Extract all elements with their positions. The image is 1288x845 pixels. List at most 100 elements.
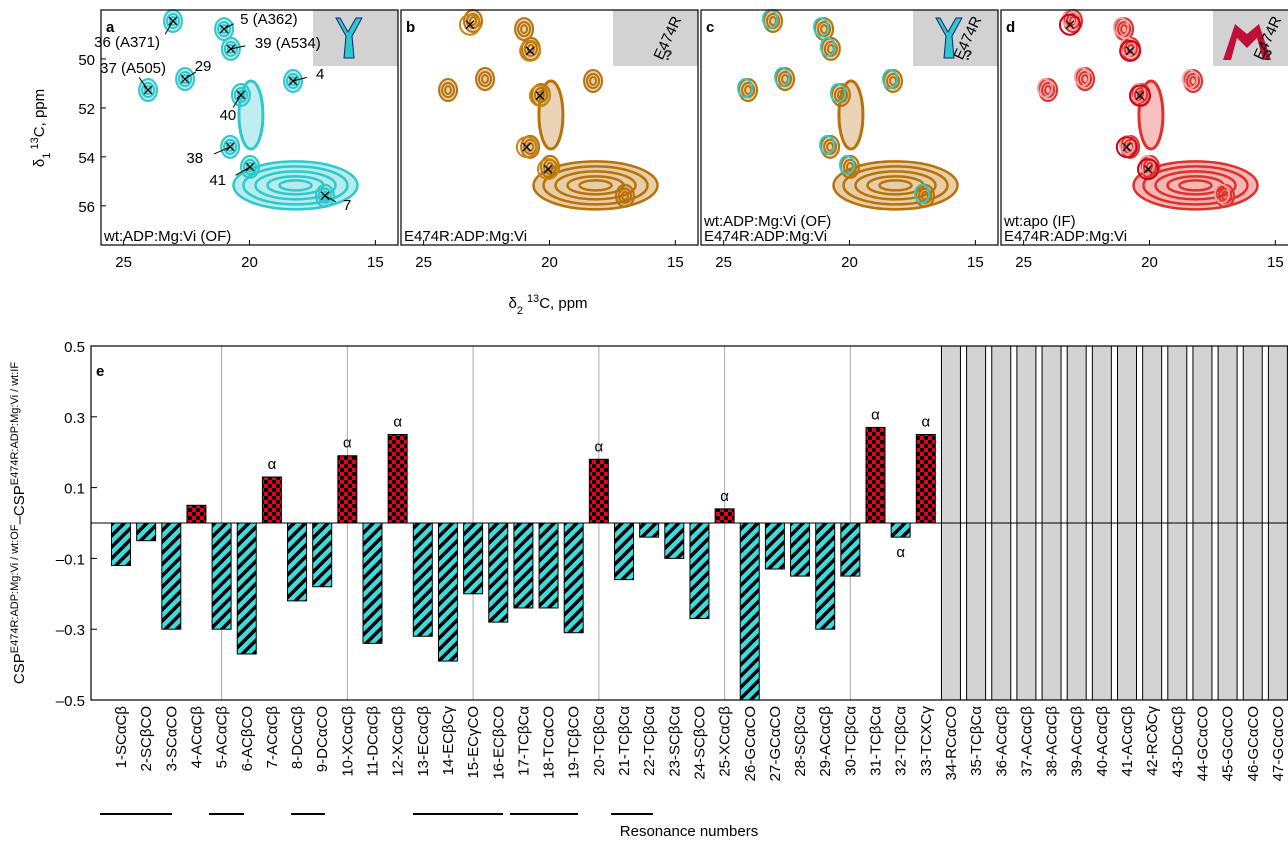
label-part: δ (31, 159, 48, 167)
bar (739, 522, 760, 701)
bar (161, 522, 182, 630)
peak-label: 36 (A371) (94, 34, 160, 51)
bar-panel: 1-SCαCβ 2-SCβCO 3-SCαCO 4-ACαCβ 5-ACαCβ 6-ACβ… (56, 339, 1288, 781)
contour (278, 179, 313, 192)
contour (520, 24, 529, 35)
x-tick-label: 44-GCαCO (1194, 706, 1211, 781)
x-axis-label: δ2 13C, ppm (508, 293, 587, 317)
contour (141, 82, 156, 99)
x-tick-label: 10-XCαCβ (339, 706, 356, 777)
contour (481, 74, 490, 85)
label-part: C, ppm (539, 295, 587, 312)
inset (613, 10, 698, 66)
bar (563, 522, 584, 634)
contour (243, 158, 258, 175)
leader-line (184, 71, 197, 80)
contour (286, 72, 301, 89)
bar (488, 522, 509, 623)
bar (764, 522, 785, 570)
bar (211, 522, 232, 630)
contour (1074, 67, 1091, 88)
x-tick-label: 36-ACαCβ (993, 706, 1010, 777)
legend-entry: E474R:ADP:Mg:Vi (404, 228, 527, 245)
contour (537, 79, 565, 151)
contour (737, 78, 754, 99)
x-tick-label: 6-ACβCO (239, 706, 256, 771)
bar (790, 522, 811, 577)
y-tick-label: 54 (78, 150, 95, 167)
contour (774, 67, 791, 88)
x-tick-label: 15 (367, 254, 384, 271)
contour (165, 13, 180, 30)
bar (312, 522, 333, 588)
peak-label: 39 (A534) (255, 35, 321, 52)
contour (242, 165, 349, 206)
label-part: E474R:ADP:Mg:Vi / wt:OF (9, 524, 21, 653)
x-tick-label: 9-DCαCO (314, 706, 331, 772)
x-tick-label: 26-GCαCO (742, 706, 759, 781)
peak-cross (465, 20, 475, 30)
x-tick-label: 27-GCαCO (767, 706, 784, 781)
bar (714, 508, 735, 524)
contour (589, 75, 598, 86)
contour (554, 170, 637, 201)
label-part: CSP (11, 653, 28, 684)
protein-icon (935, 17, 963, 59)
x-tick-label: 29-ACαCβ (817, 706, 834, 777)
contour (1178, 179, 1213, 192)
bar (664, 522, 685, 559)
peak-cross (525, 46, 535, 56)
bar (186, 504, 207, 524)
contour (478, 71, 493, 88)
contour (837, 79, 865, 151)
x-tick-label: 2-SCβCO (138, 706, 155, 771)
contour (532, 160, 659, 211)
peak-circle (519, 39, 542, 62)
bar (588, 458, 609, 524)
bar (387, 434, 408, 524)
bar-annotation: α (595, 438, 604, 455)
peak-cross (1065, 20, 1075, 30)
peak-circle (1136, 158, 1159, 181)
question-mark: ? (663, 47, 672, 64)
leader-line (292, 76, 307, 82)
peak-label: 5 (A362) (240, 11, 298, 28)
bar (362, 522, 383, 644)
x-tick-label: 25-XCαCβ (717, 706, 734, 777)
legend-entry: wt:ADP:Mg:Vi (OF) (103, 228, 231, 245)
y-tick-label: –0.1 (56, 551, 85, 568)
label-part: δ (508, 295, 516, 312)
peak-cross (543, 164, 553, 174)
plot-frame (90, 345, 1288, 701)
contour (878, 179, 913, 192)
x-tick-label: 30-TCβCα (842, 706, 859, 776)
x-tick-label: 12-XCαCβ (390, 706, 407, 777)
x-tick-label: 25 (715, 254, 732, 271)
contour (621, 190, 630, 201)
x-tick-label: 19-TCβCO (566, 706, 583, 779)
x-tick-label: 16-ECβCO (490, 706, 507, 780)
label-part: 2 (517, 305, 523, 317)
bar (287, 522, 308, 602)
peak-circle (528, 84, 551, 107)
x-tick-label: 43-DCαCβ (1169, 706, 1186, 778)
bar (261, 476, 282, 524)
y-tick-label: 50 (78, 52, 95, 69)
x-tick-label: 23-SCβCα (666, 706, 683, 777)
contour (223, 138, 238, 155)
contour (914, 183, 931, 204)
bar (437, 522, 458, 662)
contour (1132, 160, 1259, 211)
contour (444, 85, 453, 96)
contour (289, 75, 298, 86)
contour (1214, 183, 1231, 204)
panel-label: c (706, 19, 714, 36)
label-part: 13 (29, 137, 41, 149)
contour (441, 82, 456, 99)
y-tick-label: –0.3 (56, 622, 85, 639)
contour (226, 43, 235, 54)
contour (318, 187, 333, 204)
bar-annotation: α (871, 406, 880, 423)
x-tick-label: 25 (415, 254, 432, 271)
